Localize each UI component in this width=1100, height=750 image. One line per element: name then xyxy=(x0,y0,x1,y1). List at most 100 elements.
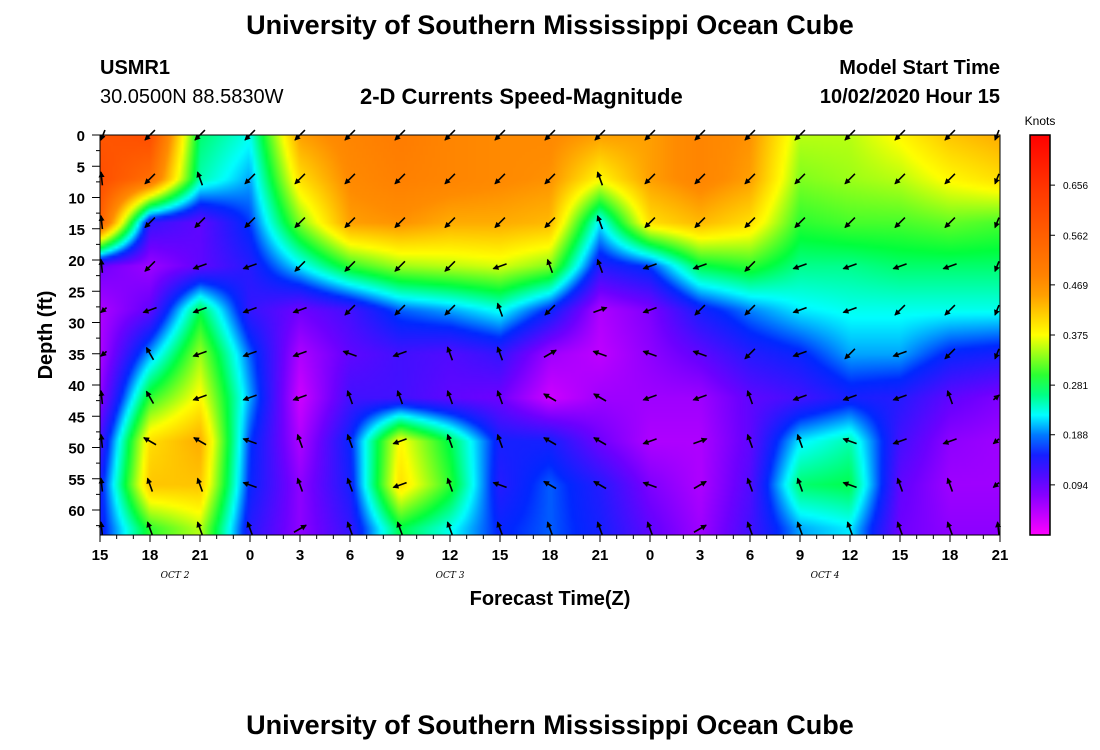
current-arrow xyxy=(995,521,1002,536)
current-arrow xyxy=(794,216,806,229)
current-arrow xyxy=(744,260,756,272)
current-arrow xyxy=(145,390,155,404)
current-arrow xyxy=(692,350,707,357)
current-arrow xyxy=(544,173,556,185)
current-arrow xyxy=(694,173,706,185)
current-arrow xyxy=(98,171,105,186)
current-arrow xyxy=(992,394,1000,401)
current-arrow xyxy=(744,304,756,316)
day-label: OCT 4 xyxy=(811,571,840,581)
current-arrow xyxy=(842,394,857,402)
x-tick-label: 21 xyxy=(992,547,1009,564)
current-arrow xyxy=(242,350,257,358)
current-arrow xyxy=(192,306,207,314)
current-arrow xyxy=(892,438,907,445)
current-arrow xyxy=(896,521,904,536)
current-arrow xyxy=(246,521,254,536)
current-arrow xyxy=(694,216,706,229)
current-arrow xyxy=(894,173,906,185)
y-tick-label: 55 xyxy=(68,472,85,489)
colorbar-tick-label: 0.094 xyxy=(1063,481,1088,492)
current-arrow xyxy=(446,346,454,361)
current-arrow xyxy=(242,306,257,314)
current-arrow xyxy=(642,438,657,445)
x-tick-label: 9 xyxy=(396,547,404,564)
current-arrow xyxy=(892,350,907,358)
current-arrow xyxy=(792,263,807,270)
current-arrow xyxy=(593,393,607,402)
current-arrow xyxy=(242,437,257,445)
current-arrow xyxy=(593,306,608,314)
current-arrow xyxy=(894,216,906,229)
current-arrow xyxy=(394,173,406,185)
current-arrow xyxy=(642,350,657,357)
current-arrow xyxy=(98,433,105,448)
current-arrow xyxy=(543,349,557,358)
x-tick-label: 3 xyxy=(696,547,704,564)
colorbar-tick-label: 0.656 xyxy=(1063,181,1088,192)
current-arrow xyxy=(146,521,154,536)
current-arrow xyxy=(394,216,406,229)
current-arrow xyxy=(693,524,707,533)
colorbar-tick-label: 0.375 xyxy=(1063,331,1088,342)
colorbar-tick-label: 0.469 xyxy=(1063,281,1088,292)
current-arrow xyxy=(346,433,354,449)
current-arrow xyxy=(192,263,207,270)
current-arrow xyxy=(792,394,807,402)
current-arrow xyxy=(842,437,857,445)
x-tick-label: 21 xyxy=(192,547,209,564)
current-arrow xyxy=(192,350,207,358)
current-arrow xyxy=(646,521,654,536)
current-arrow xyxy=(842,263,857,270)
current-arrow xyxy=(444,260,456,272)
current-arrow xyxy=(596,258,604,274)
current-arrow xyxy=(896,477,904,492)
current-arrow xyxy=(446,433,454,449)
current-arrow xyxy=(242,481,257,489)
current-arrow xyxy=(496,302,504,317)
current-arrow xyxy=(844,348,856,360)
current-arrow xyxy=(444,173,456,185)
current-arrow xyxy=(98,521,105,536)
current-arrow xyxy=(792,306,807,314)
current-arrow xyxy=(292,394,307,402)
chart-subtitle: 2-D Currents Speed-Magnitude xyxy=(360,84,683,109)
current-arrow xyxy=(344,260,356,272)
current-arrow xyxy=(344,304,356,316)
current-arrow xyxy=(446,389,454,405)
current-arrow xyxy=(294,260,306,272)
current-arrow xyxy=(496,389,504,405)
current-arrow xyxy=(293,524,307,533)
current-arrow xyxy=(746,521,754,536)
colorbar-tick-label: 0.281 xyxy=(1063,381,1088,392)
current-arrow xyxy=(196,477,204,492)
x-tick-label: 0 xyxy=(246,547,254,564)
x-tick-label: 9 xyxy=(796,547,804,564)
current-arrow xyxy=(596,171,604,186)
current-arrow xyxy=(944,304,956,316)
current-arrow xyxy=(444,304,456,316)
station-id: USMR1 xyxy=(100,57,171,79)
current-arrow xyxy=(396,389,404,405)
model-start-value: 10/02/2020 Hour 15 xyxy=(819,86,1000,108)
current-arrow xyxy=(344,173,356,185)
current-arrow xyxy=(244,173,256,185)
current-arrow xyxy=(744,173,756,185)
current-arrow xyxy=(544,304,556,316)
current-arrow xyxy=(894,304,906,316)
current-arrow xyxy=(794,173,806,185)
current-arrow xyxy=(746,433,754,449)
current-arrow xyxy=(543,393,557,402)
current-arrow xyxy=(546,521,554,536)
current-arrow xyxy=(496,433,504,449)
current-arrow xyxy=(796,521,804,536)
x-tick-label: 15 xyxy=(892,547,909,564)
current-arrow xyxy=(144,216,156,229)
current-arrow xyxy=(146,477,154,492)
y-axis-title: Depth (ft) xyxy=(35,291,57,380)
current-arrow xyxy=(494,216,506,229)
current-arrow xyxy=(746,389,754,405)
y-tick-label: 5 xyxy=(77,159,85,176)
current-arrow xyxy=(292,350,307,358)
